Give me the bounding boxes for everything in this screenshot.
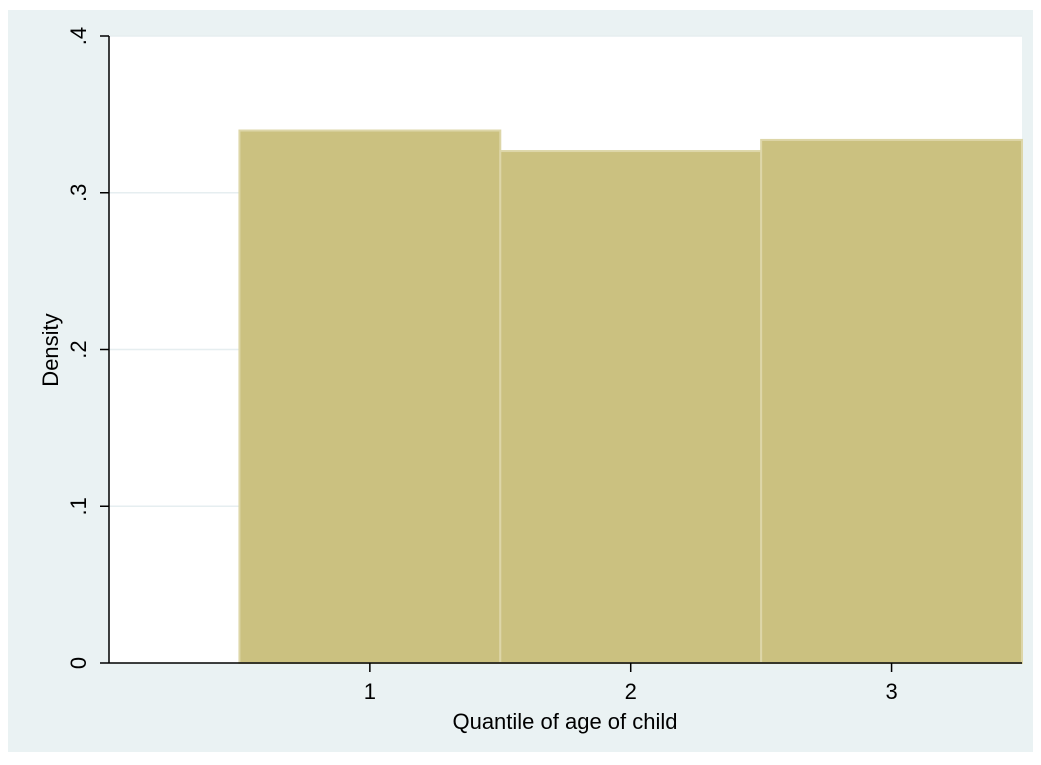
y-ticks: 0 .1 .2 .3 .4 xyxy=(66,27,109,669)
y-tick-label: .3 xyxy=(66,184,91,202)
x-tick-label: 2 xyxy=(625,679,637,704)
x-tick-label: 1 xyxy=(364,679,376,704)
y-tick-label: .2 xyxy=(66,340,91,358)
y-tick-label: 0 xyxy=(66,657,91,669)
bars xyxy=(238,129,1024,665)
x-tick-label: 3 xyxy=(885,679,897,704)
x-ticks: 1 2 3 xyxy=(364,663,898,704)
y-axis-title: Density xyxy=(38,313,63,386)
histogram-bar-3 xyxy=(760,138,1024,665)
histogram-bar-1 xyxy=(238,129,502,664)
y-tick-label: .4 xyxy=(66,27,91,45)
x-axis-title: Quantile of age of child xyxy=(452,709,677,734)
histogram-bar-2 xyxy=(499,150,763,664)
y-tick-label: .1 xyxy=(66,497,91,515)
